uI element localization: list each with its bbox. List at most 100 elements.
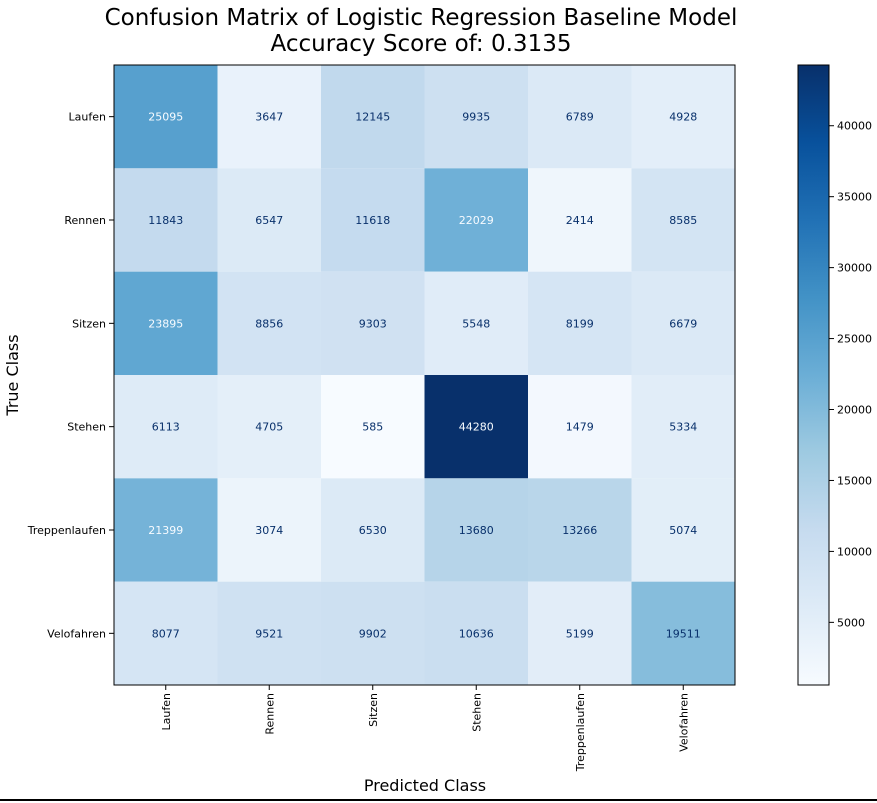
colorbar-tick-label: 15000 [837, 474, 872, 487]
cell-value-label: 6679 [669, 317, 697, 330]
chart-subtitle: Accuracy Score of: 0.3135 [270, 31, 572, 57]
cell-value-label: 11843 [148, 214, 183, 227]
colorbar-tick-label: 40000 [837, 120, 872, 133]
y-tick-label: Sitzen [72, 317, 106, 330]
matrix-cell [217, 581, 321, 685]
cell-value-label: 5199 [566, 627, 594, 640]
colorbar-tick-label: 25000 [837, 333, 872, 346]
x-tick-label: Laufen [160, 693, 173, 730]
cell-value-label: 19511 [666, 627, 701, 640]
cell-value-label: 25095 [148, 111, 183, 124]
cell-value-label: 8585 [669, 214, 697, 227]
cell-value-label: 13680 [459, 524, 494, 537]
x-tick-label: Rennen [263, 693, 276, 735]
matrix-cell [631, 65, 735, 169]
cell-value-label: 5334 [669, 421, 697, 434]
y-tick-label: Laufen [69, 111, 106, 124]
matrix-cell [114, 478, 218, 582]
cell-value-label: 6547 [255, 214, 283, 227]
matrix-cell [631, 478, 735, 582]
colorbar-tick-label: 10000 [837, 545, 872, 558]
cell-value-label: 9902 [359, 627, 387, 640]
x-tick-label: Stehen [470, 693, 483, 732]
y-tick-label: Rennen [64, 214, 106, 227]
cell-value-label: 13266 [562, 524, 597, 537]
matrix-cell [631, 375, 735, 479]
matrix-cell [424, 65, 528, 169]
cell-value-label: 9521 [255, 627, 283, 640]
x-tick-label: Velofahren [677, 693, 690, 752]
cell-value-label: 3647 [255, 111, 283, 124]
cell-value-label: 5548 [462, 317, 490, 330]
cell-value-label: 12145 [355, 111, 390, 124]
cell-value-label: 11618 [355, 214, 390, 227]
cell-value-label: 6789 [566, 111, 594, 124]
matrix-cell [114, 581, 218, 685]
bottom-divider [0, 799, 877, 801]
matrix-cell [217, 271, 321, 375]
colorbar-tick-label: 20000 [837, 404, 872, 417]
chart-title: Confusion Matrix of Logistic Regression … [104, 5, 738, 31]
y-tick-label: Velofahren [47, 627, 106, 640]
matrix-cell [631, 581, 735, 685]
cell-value-label: 6530 [359, 524, 387, 537]
cell-value-label: 21399 [148, 524, 183, 537]
cell-value-label: 22029 [459, 214, 494, 227]
matrix-cell [631, 271, 735, 375]
matrix-cell [321, 581, 425, 685]
matrix-cell [217, 65, 321, 169]
colorbar-tick-label: 30000 [837, 262, 872, 275]
matrix-cell [424, 375, 528, 479]
cell-value-label: 9303 [359, 317, 387, 330]
matrix-cell [321, 65, 425, 169]
matrix-cell [528, 581, 632, 685]
matrix-cell [424, 478, 528, 582]
colorbar [797, 64, 830, 686]
colorbar-tick-label: 35000 [837, 191, 872, 204]
y-tick-label: Stehen [67, 421, 106, 434]
x-axis-title: Predicted Class [364, 776, 486, 795]
matrix-cell [321, 478, 425, 582]
cell-value-label: 44280 [459, 421, 494, 434]
matrix-cell [631, 168, 735, 272]
matrix-cell [217, 478, 321, 582]
cell-value-label: 6113 [152, 421, 180, 434]
cell-value-label: 2414 [566, 214, 594, 227]
matrix-cell [217, 375, 321, 479]
plot-frame [113, 64, 736, 686]
cell-value-label: 5074 [669, 524, 697, 537]
matrix-cell [424, 581, 528, 685]
matrix-cell [114, 271, 218, 375]
matrix-cell [424, 271, 528, 375]
matrix-cell [217, 168, 321, 272]
colorbar-tick-label: 5000 [837, 616, 865, 629]
matrix-cell [528, 65, 632, 169]
matrix-cell [321, 271, 425, 375]
matrix-cell [114, 168, 218, 272]
cell-value-label: 8199 [566, 317, 594, 330]
y-tick-label: Treppenlaufen [27, 524, 106, 537]
cell-value-label: 23895 [148, 317, 183, 330]
matrix-cell [424, 168, 528, 272]
cell-value-label: 3074 [255, 524, 283, 537]
x-tick-label: Sitzen [367, 693, 380, 727]
y-axis-title: True Class [3, 334, 22, 416]
cell-value-label: 9935 [462, 111, 490, 124]
cell-value-label: 10636 [459, 627, 494, 640]
cell-value-label: 8077 [152, 627, 180, 640]
cell-value-label: 585 [362, 421, 383, 434]
matrix-cell [528, 168, 632, 272]
cell-value-label: 8856 [255, 317, 283, 330]
matrix-cell [321, 375, 425, 479]
x-tick-label: Treppenlaufen [574, 693, 587, 772]
matrix-cell [528, 375, 632, 479]
cell-value-label: 4705 [255, 421, 283, 434]
matrix-cell [114, 375, 218, 479]
matrix-cell [114, 65, 218, 169]
matrix-cell [321, 168, 425, 272]
matrix-cell [528, 478, 632, 582]
matrix-cell [528, 271, 632, 375]
cell-value-label: 1479 [566, 421, 594, 434]
cell-value-label: 4928 [669, 111, 697, 124]
